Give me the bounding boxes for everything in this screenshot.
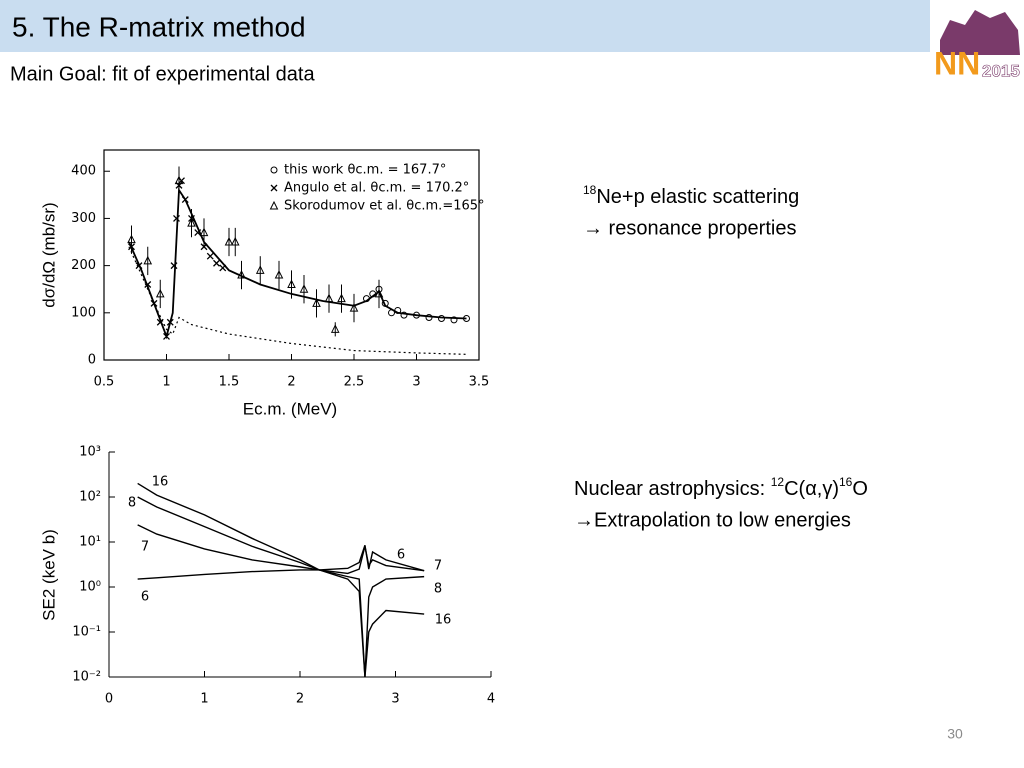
marker-cross [173,214,180,222]
marker-triangle [349,302,359,312]
marker-triangle [143,255,153,265]
y-tick-label: 10⁻² [72,670,101,685]
legend-label: this work θc.m. = 167.7° [284,163,446,178]
curve-label: 7 [434,559,442,574]
note-text: Ne+p elastic scattering [596,186,799,208]
marker-circle [270,166,278,174]
marker-triangle [287,279,296,288]
curve-label: 6 [397,548,405,563]
series-line [137,496,425,678]
marker-triangle [330,324,340,333]
note-1-line2: → resonance properties [583,217,796,239]
marker-triangle [255,265,265,274]
header-bar [0,0,930,52]
page-number: 30 [947,726,963,742]
x-tick-label: 1.5 [219,375,240,390]
marker-triangle [337,293,346,303]
series-line [137,544,425,580]
legend-label: Angulo et al. θc.m. = 170.2° [284,181,469,196]
note-2: Nuclear astrophysics: 12C(α,γ)16O [574,475,868,500]
x-tick-label: 2.5 [344,375,365,390]
marker-triangle [312,298,321,307]
y-tick-label: 300 [71,211,96,226]
fit-curve [128,187,467,340]
series-line [137,482,425,678]
y-tick-label: 100 [71,305,96,320]
y-tick-label: 10³ [79,445,101,460]
y-tick-label: 10¹ [79,535,101,550]
marker-triangle [299,284,309,293]
x-tick-label: 4 [487,692,495,707]
y-tick-label: 400 [71,164,96,179]
note-text: Nuclear astrophysics: [574,478,771,500]
y-tick-label: 10² [79,490,101,505]
slide-subtitle: Main Goal: fit of experimental data [10,63,315,85]
logo-text: NN [934,45,980,81]
note-text: C(α,γ) [784,478,839,500]
x-tick-label: 0.5 [94,375,115,390]
y-tick-label: 10⁰ [79,580,101,595]
fit-curve [128,246,467,355]
y-tick-label: 0 [88,353,96,368]
marker-triangle [155,288,165,298]
superscript: 16 [839,475,853,489]
marker-triangle [269,200,279,210]
marker-triangle [187,218,196,227]
x-axis-label: Ec.m. (MeV) [243,399,337,418]
note-2-line2: →Extrapolation to low energies [574,509,851,531]
superscript: 18 [583,183,597,197]
x-tick-label: 2 [296,692,304,707]
x-tick-label: 1 [162,375,170,390]
y-axis-label: dσ/dΩ (mb/sr) [39,202,58,307]
marker-triangle [127,234,136,244]
x-tick-label: 0 [105,692,113,707]
curve-label: 16 [152,475,169,490]
note-1: 18Ne+p elastic scattering [583,183,799,208]
curve-label: 16 [435,613,452,628]
logo-year: 2015 [982,61,1020,80]
logo-shape [940,10,1020,55]
x-tick-label: 2 [287,375,295,390]
curve-label: 8 [128,496,136,511]
slide-title: 5. The R-matrix method [12,11,306,42]
marker-cross [206,252,214,260]
x-tick-label: 3 [412,375,420,390]
marker-triangle [199,227,209,237]
marker-cross [270,184,278,192]
curve-label: 8 [434,582,442,597]
y-tick-label: 10⁻¹ [72,625,101,640]
note-text: O [852,478,868,500]
marker-triangle [174,175,184,185]
x-tick-label: 3 [391,692,399,707]
marker-circle [400,311,408,319]
x-tick-label: 3.5 [469,375,490,390]
legend-label: Skorodumov et al. θc.m.=165° [284,199,485,214]
y-axis-label: SE2 (keV b) [39,529,58,621]
y-tick-label: 200 [71,258,96,273]
marker-triangle [230,236,240,246]
series-line [137,524,425,575]
superscript: 12 [771,475,785,489]
curve-label: 7 [141,540,149,555]
marker-triangle [224,236,234,246]
marker-circle [450,316,458,324]
marker-cross [213,259,220,267]
logo: NN 2015 [934,10,1020,81]
curve-label: 6 [141,590,149,605]
x-tick-label: 1 [200,692,208,707]
marker-triangle [274,269,284,279]
